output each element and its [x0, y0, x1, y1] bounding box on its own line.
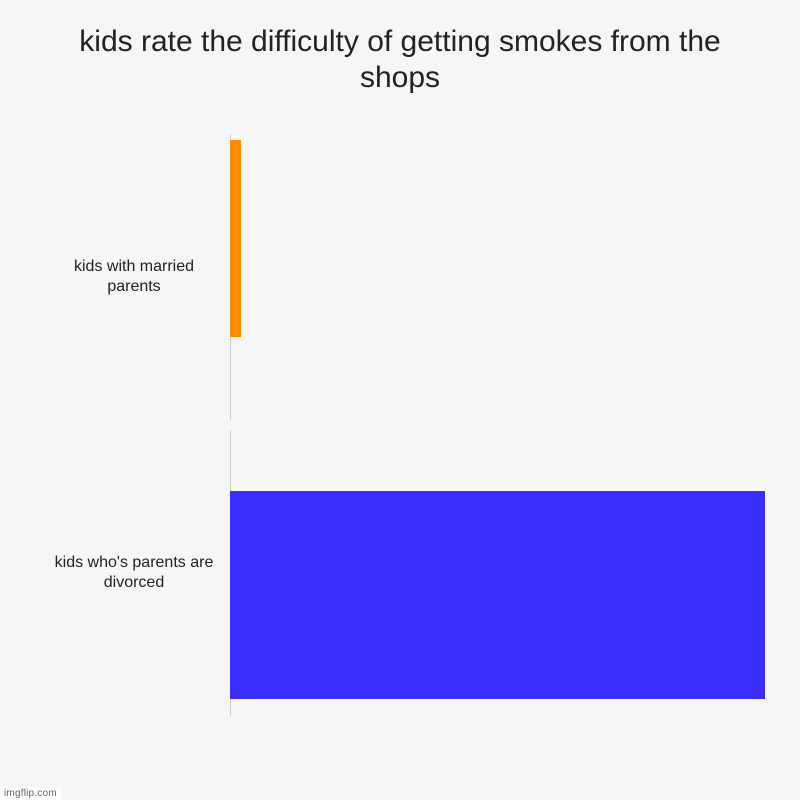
watermark: imgflip.com — [0, 787, 61, 800]
plot-area-0 — [230, 140, 770, 414]
category-label-1: kids who's parents are divorced — [50, 553, 230, 593]
bar-1 — [230, 491, 765, 699]
chart-title: kids rate the difficulty of getting smok… — [0, 0, 800, 106]
chart-area: kids with married parents kids who's par… — [50, 140, 770, 710]
category-label-0: kids with married parents — [50, 257, 230, 297]
plot-area-1 — [230, 436, 770, 710]
bar-row: kids who's parents are divorced — [50, 436, 770, 710]
bar-0 — [230, 140, 241, 337]
bar-row: kids with married parents — [50, 140, 770, 414]
